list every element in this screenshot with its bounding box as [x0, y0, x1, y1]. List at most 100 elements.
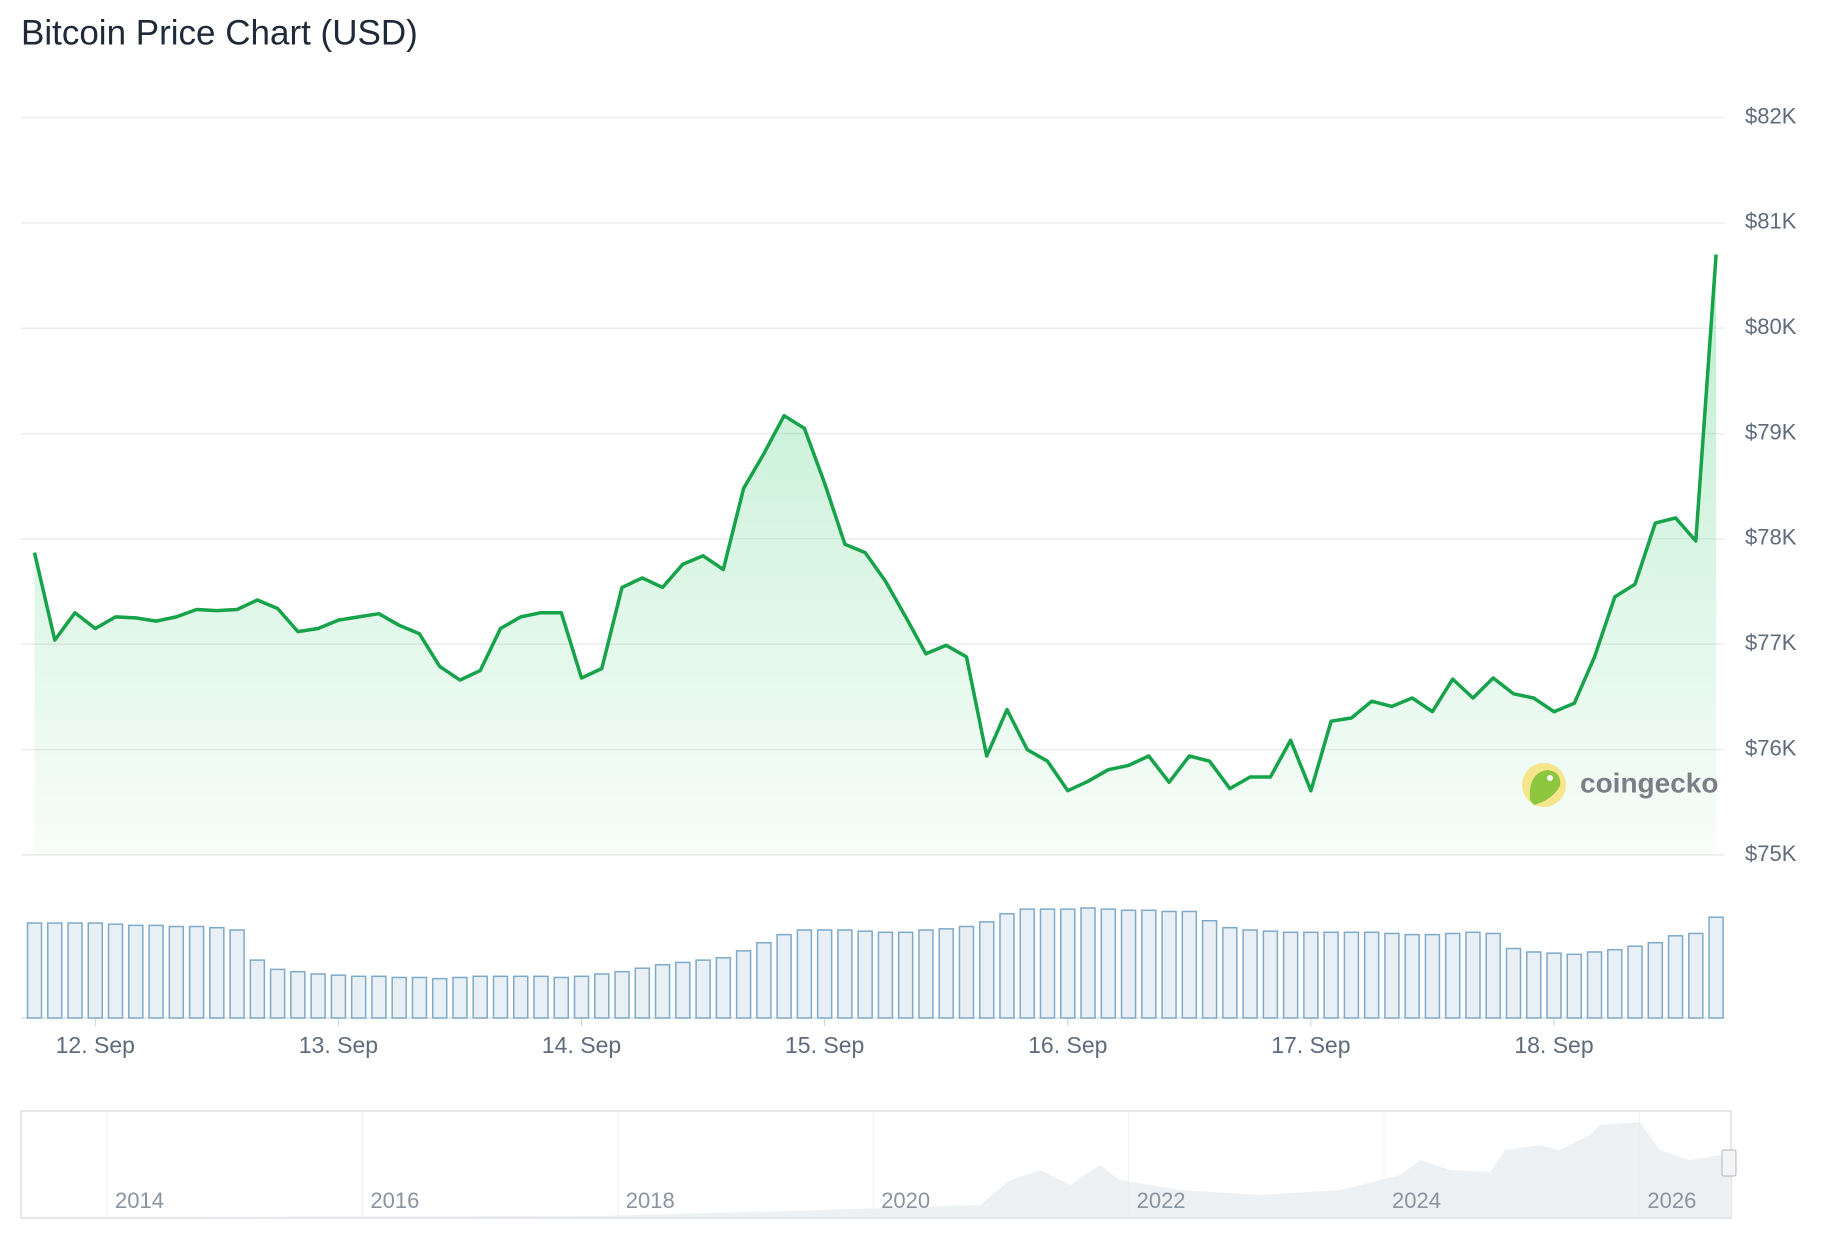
- volume-bar: [128, 924, 144, 1019]
- price-line: [32, 254, 1718, 793]
- volume-bar: [857, 930, 873, 1019]
- y-tick-label: $81K: [1745, 209, 1797, 234]
- volume-bar: [249, 959, 266, 1019]
- y-tick-label: $80K: [1745, 314, 1797, 339]
- y-tick-label: $77K: [1745, 630, 1797, 655]
- volume-bar: [87, 922, 104, 1019]
- y-tick-label: $79K: [1745, 419, 1797, 444]
- volume-bar: [67, 922, 83, 1019]
- volume-bar: [816, 929, 833, 1019]
- volume-bar: [614, 970, 630, 1019]
- volume-bar: [1080, 907, 1096, 1019]
- volume-bar: [1343, 931, 1360, 1019]
- volume-bar: [1323, 931, 1339, 1019]
- volume-bar: [796, 929, 813, 1019]
- volume-bar: [1607, 948, 1623, 1019]
- volume-bar: [553, 976, 570, 1019]
- x-tick-label: 12. Sep: [56, 1032, 135, 1058]
- volume-bar: [1303, 931, 1319, 1019]
- volume-bar: [47, 922, 63, 1019]
- volume-bar: [472, 975, 488, 1019]
- x-tick-label: 16. Sep: [1028, 1032, 1107, 1058]
- volume-bar: [756, 941, 772, 1019]
- navigator-year: 2014: [115, 1188, 164, 1213]
- volume-bar: [1424, 933, 1441, 1019]
- volume-bar: [1262, 930, 1279, 1019]
- volume-bar: [431, 977, 448, 1019]
- volume-bar: [1505, 947, 1522, 1019]
- volume-bar: [958, 925, 975, 1019]
- volume-bar: [1201, 919, 1218, 1019]
- y-tick-label: $78K: [1745, 525, 1797, 550]
- volume-bar: [1546, 952, 1562, 1019]
- volume-bar: [26, 922, 43, 1019]
- y-tick-label: $75K: [1745, 841, 1797, 866]
- volume-bar: [573, 975, 590, 1019]
- volume-bar: [148, 924, 164, 1019]
- volume-bar: [1688, 932, 1704, 1019]
- volume-bar: [675, 961, 691, 1019]
- volume-bar: [1039, 908, 1056, 1019]
- volume-bar: [938, 928, 954, 1019]
- volume-bar: [107, 923, 124, 1019]
- volume-bar: [999, 913, 1015, 1019]
- volume-bar: [1404, 933, 1420, 1019]
- price-area: [34, 254, 1717, 855]
- volume-bar: [290, 970, 306, 1019]
- volume-bar: [452, 976, 468, 1019]
- watermark: coingecko: [1580, 767, 1718, 798]
- volume-bar: [1242, 929, 1258, 1019]
- volume-bar: [411, 976, 428, 1019]
- volume-bar: [330, 974, 347, 1019]
- navigator-year: 2016: [370, 1188, 419, 1213]
- volume-bar: [715, 957, 732, 1019]
- volume-bar: [1282, 931, 1299, 1019]
- volume-bar: [918, 929, 934, 1019]
- volume-bar: [654, 963, 671, 1019]
- volume-bar: [1667, 935, 1684, 1019]
- volume-bar: [776, 933, 792, 1019]
- volume-bar: [1566, 953, 1583, 1019]
- volume-bar: [1384, 932, 1400, 1019]
- volume-bar: [1525, 951, 1542, 1019]
- volume-bar: [269, 968, 286, 1019]
- x-tick-label: 18. Sep: [1514, 1032, 1593, 1058]
- volume-bar: [1465, 931, 1481, 1019]
- volume-bar: [512, 975, 529, 1019]
- volume-bar: [350, 975, 367, 1019]
- volume-bar: [877, 931, 894, 1019]
- volume-bar: [168, 925, 185, 1019]
- x-tick-label: 14. Sep: [542, 1032, 621, 1058]
- volume-bar: [229, 929, 245, 1019]
- navigator-area: [21, 1122, 1731, 1217]
- x-tick-label: 13. Sep: [299, 1032, 378, 1058]
- navigator-year: 2024: [1392, 1188, 1441, 1213]
- volume-bar: [492, 975, 509, 1019]
- volume-bar: [695, 959, 711, 1019]
- navigator-handle[interactable]: [1721, 1149, 1737, 1177]
- navigator-year: 2022: [1137, 1188, 1186, 1213]
- volume-bar: [1485, 932, 1501, 1019]
- volume-bar: [1444, 932, 1461, 1019]
- volume-bar: [1586, 951, 1603, 1019]
- volume-bar: [634, 967, 651, 1019]
- x-tick-label: 15. Sep: [785, 1032, 864, 1058]
- volume-bar: [1181, 910, 1198, 1019]
- navigator-year: 2026: [1647, 1188, 1696, 1213]
- volume-bar: [837, 929, 853, 1019]
- volume-bar: [1141, 909, 1157, 1019]
- volume-bar: [533, 975, 549, 1019]
- volume-bar: [1708, 916, 1724, 1019]
- y-tick-label: $82K: [1745, 103, 1797, 128]
- volume-bar: [978, 921, 995, 1019]
- volume-bar: [310, 973, 326, 1019]
- volume-bar: [897, 931, 914, 1019]
- volume-bar: [1120, 909, 1137, 1019]
- volume-bar: [209, 926, 225, 1019]
- y-tick-label: $76K: [1745, 735, 1797, 760]
- x-tick-label: 17. Sep: [1271, 1032, 1350, 1058]
- volume-bar: [594, 973, 610, 1019]
- volume-bar: [1019, 908, 1035, 1019]
- volume-bar: [1627, 945, 1643, 1019]
